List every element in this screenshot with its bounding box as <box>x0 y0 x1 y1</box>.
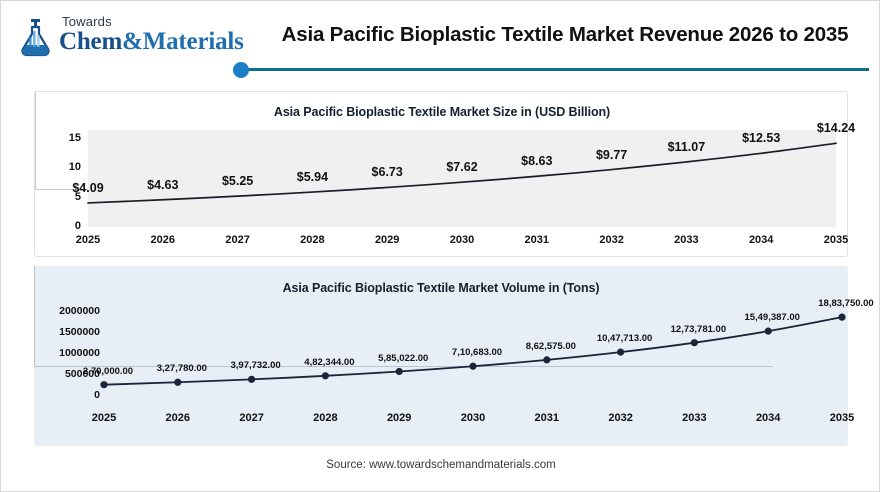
x-axis-tick-label: 2028 <box>300 234 325 246</box>
data-point-label: $5.25 <box>221 174 254 189</box>
logo-wordmark: Chem&Materials <box>59 29 244 54</box>
x-axis-tick-label: 2032 <box>599 234 624 246</box>
y-axis-line <box>34 266 35 366</box>
flask-icon <box>13 17 57 61</box>
x-axis-tick-label: 2028 <box>313 412 338 424</box>
data-point-label: 7,10,683.00 <box>451 347 503 359</box>
chart-panel-market-volume: Asia Pacific Bioplastic Textile Market V… <box>34 266 874 446</box>
x-axis-tick-label: 2026 <box>150 234 176 246</box>
y-axis-tick-label: 1500000 <box>59 326 100 339</box>
data-point-label: $6.73 <box>371 165 403 180</box>
data-point-label: $12.53 <box>742 131 781 146</box>
series-marker <box>838 313 846 321</box>
x-axis-tick-label: 2030 <box>460 412 486 424</box>
data-point-label: 12,73,781.00 <box>670 323 727 335</box>
data-point-label: $9.77 <box>595 147 628 162</box>
chart-panel-market-size: Asia Pacific Bioplastic Textile Market S… <box>34 91 855 257</box>
y-axis-tick-label: 0 <box>94 389 100 401</box>
x-axis-tick-label: 2025 <box>75 234 101 246</box>
x-axis-tick-label: 2026 <box>165 412 191 424</box>
y-axis-tick-label: 10 <box>68 161 81 174</box>
series-marker <box>617 348 625 356</box>
x-axis-tick-label: 2034 <box>755 412 781 424</box>
y-axis-tick-label: 15 <box>68 131 81 144</box>
series-marker <box>248 375 256 383</box>
data-point-label: $14.24 <box>816 121 856 136</box>
data-point-label: $11.07 <box>667 139 706 154</box>
plot-area <box>100 306 846 396</box>
x-axis-tick-label: 2027 <box>225 234 250 246</box>
x-axis-tick-label: 2027 <box>239 412 264 424</box>
line-series <box>88 130 836 227</box>
y-axis-tick-label: 2000000 <box>59 305 100 318</box>
y-axis-tick-label: 5 <box>74 190 81 203</box>
x-axis-tick-label: 2035 <box>823 234 849 246</box>
plot-area <box>88 130 836 227</box>
data-point-label: $4.09 <box>72 180 104 195</box>
series-line <box>88 143 836 203</box>
x-axis-tick-label: 2032 <box>608 412 633 424</box>
x-axis-tick-label: 2029 <box>386 412 412 424</box>
x-axis-tick-label: 2025 <box>91 412 117 424</box>
series-marker <box>690 339 699 347</box>
data-point-label: 3,27,780.00 <box>156 363 207 375</box>
x-axis-tick-label: 2034 <box>748 234 774 246</box>
x-axis-tick-label: 2031 <box>534 412 560 424</box>
logo-tagline: Towards <box>62 14 112 29</box>
source-caption: Source: www.towardschemandmaterials.com <box>326 459 556 471</box>
x-axis-tick-label: 2033 <box>674 234 699 246</box>
x-axis-line <box>34 366 773 367</box>
x-axis-tick-label: 2031 <box>524 234 550 246</box>
data-point-label: 4,82,344.00 <box>304 356 355 368</box>
series-marker <box>395 367 403 376</box>
x-axis-tick-label: 2030 <box>449 234 475 246</box>
series-marker <box>174 378 182 386</box>
data-point-label: 18,83,750.00 <box>818 298 874 310</box>
x-axis-tick-label: 2033 <box>682 412 707 424</box>
y-axis-tick-label: 500000 <box>64 368 100 381</box>
chart-title: Asia Pacific Bioplastic Textile Market V… <box>282 281 600 295</box>
y-axis-tick-label: 1000000 <box>59 347 100 360</box>
brand-logo: Towards Chem&Materials <box>13 15 244 61</box>
chart-title: Asia Pacific Bioplastic Textile Market S… <box>273 105 611 119</box>
header-divider <box>237 68 869 71</box>
series-marker <box>764 327 772 335</box>
logo-word-chem: Chem <box>59 28 123 55</box>
data-point-label: 15,49,387.00 <box>744 312 800 324</box>
header-accent-dot-icon <box>233 62 249 78</box>
data-point-label: 10,47,713.00 <box>596 333 653 345</box>
line-series <box>100 313 846 389</box>
data-point-label: 5,85,022.00 <box>378 352 429 364</box>
series-marker <box>321 372 329 380</box>
data-point-label: $5.94 <box>296 170 329 185</box>
series-marker <box>100 381 108 389</box>
data-point-label: $4.63 <box>147 177 179 192</box>
x-axis-tick-label: 2035 <box>829 412 855 424</box>
data-point-label: 8,62,575.00 <box>525 340 576 352</box>
data-point-label: $7.62 <box>446 160 478 175</box>
data-point-label: 3,97,732.00 <box>230 360 281 372</box>
page-header: Towards Chem&Materials Asia Pacific Biop… <box>1 1 879 83</box>
logo-ampersand: & <box>122 28 143 55</box>
data-point-label: 2,70,000.00 <box>82 365 134 377</box>
data-point-label: $8.63 <box>521 154 553 169</box>
page-title: Asia Pacific Bioplastic Textile Market R… <box>281 23 849 46</box>
series-marker <box>469 362 477 370</box>
x-axis-tick-label: 2029 <box>374 234 400 246</box>
logo-word-materials: Materials <box>142 28 244 55</box>
y-axis-tick-label: 0 <box>74 220 81 232</box>
y-axis-line <box>35 92 36 189</box>
series-marker <box>543 356 551 364</box>
